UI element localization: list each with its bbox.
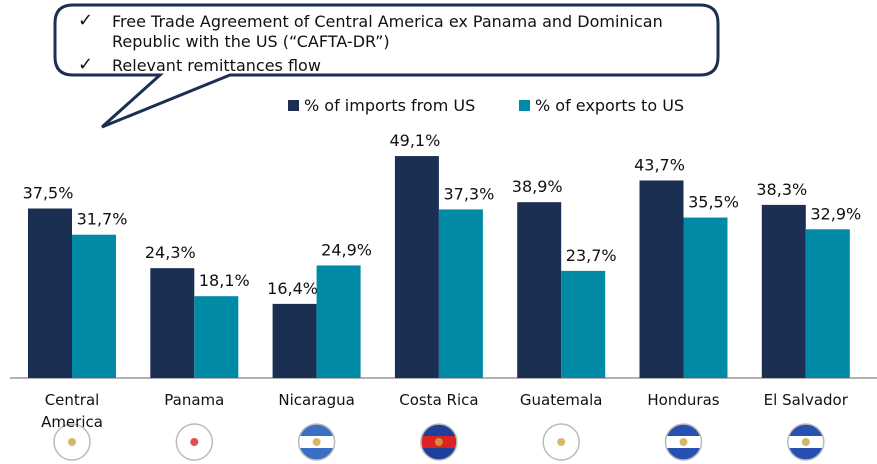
- legend-label: % of exports to US: [535, 96, 684, 115]
- bar: [194, 296, 239, 378]
- flag-border: [787, 423, 825, 461]
- value-label: 35,5%: [688, 193, 739, 212]
- flag-border: [420, 423, 458, 461]
- flag-emblem: [312, 438, 321, 446]
- legend-swatch: [288, 100, 299, 111]
- x-tick-label: Central America: [41, 391, 103, 431]
- x-tick-label: Costa Rica: [399, 391, 479, 409]
- value-label: 32,9%: [810, 204, 861, 223]
- callout-box: [53, 3, 720, 129]
- bar: [639, 180, 684, 378]
- value-label: 49,1%: [389, 131, 440, 150]
- value-label: 37,5%: [23, 184, 74, 203]
- flag-emblem: [68, 438, 76, 446]
- check-icon: ✓: [78, 54, 93, 75]
- flag-emblem: [801, 438, 810, 446]
- flag-border: [664, 423, 703, 461]
- bar: [272, 303, 317, 378]
- value-label: 43,7%: [634, 155, 685, 174]
- value-label: 16,4%: [267, 279, 318, 298]
- bar: [28, 208, 72, 378]
- value-label: 24,3%: [145, 243, 196, 262]
- value-label: 37,3%: [443, 184, 494, 203]
- callout-text: Relevant remittances flow: [112, 56, 321, 75]
- bar: [72, 234, 116, 378]
- bar: [805, 229, 850, 378]
- callout-text: Free Trade Agreement of Central America …: [112, 12, 663, 51]
- flag-border: [53, 423, 91, 461]
- legend-swatch: [519, 100, 530, 111]
- check-icon: ✓: [78, 10, 93, 31]
- value-label: 31,7%: [77, 210, 128, 229]
- bar: [561, 270, 606, 378]
- flag-emblem: [190, 438, 199, 446]
- flag-border: [175, 423, 214, 461]
- value-label: 38,9%: [512, 177, 563, 196]
- flag-border: [542, 423, 580, 461]
- flag-emblem: [434, 438, 443, 446]
- bar: [761, 204, 806, 378]
- flag-border: [297, 423, 336, 461]
- value-label: 18,1%: [199, 271, 250, 290]
- x-tick-label: El Salvador: [763, 391, 848, 409]
- bar: [394, 156, 439, 378]
- flag-emblem: [679, 438, 688, 446]
- x-tick-label: Honduras: [647, 391, 720, 409]
- legend-label: % of imports from US: [304, 96, 475, 115]
- x-tick-label: Panama: [164, 391, 225, 409]
- x-tick-label: Nicaragua: [278, 391, 355, 409]
- bar: [438, 209, 483, 378]
- bar: [517, 202, 562, 378]
- bar: [150, 268, 195, 378]
- x-tick-label: Guatemala: [519, 391, 603, 409]
- value-label: 23,7%: [566, 246, 617, 265]
- value-label: 24,9%: [321, 240, 372, 259]
- flag-emblem: [557, 438, 566, 446]
- value-label: 38,3%: [756, 180, 807, 199]
- bar: [683, 217, 728, 378]
- bar: [316, 265, 361, 378]
